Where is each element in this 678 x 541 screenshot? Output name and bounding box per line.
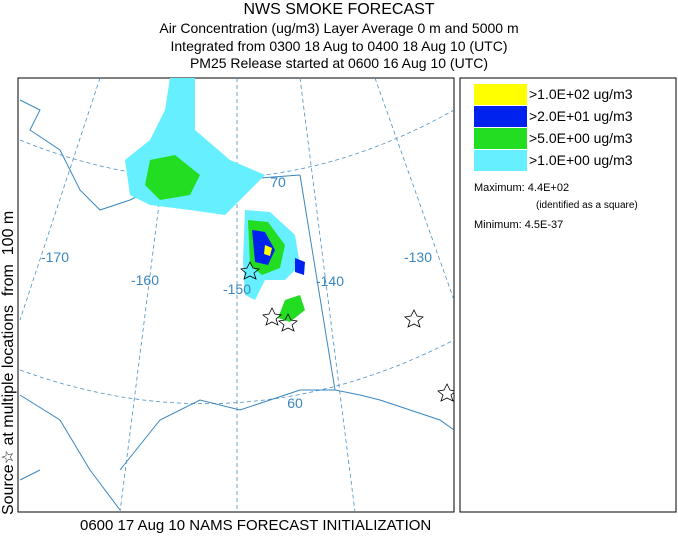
minimum: Minimum: 4.5E-37 xyxy=(474,219,563,231)
longitude-label: -150 xyxy=(223,281,251,297)
latitude-line xyxy=(19,109,454,405)
subtitle: Integrated from 0300 18 Aug to 0400 18 A… xyxy=(171,38,508,54)
source-star xyxy=(240,261,454,402)
longitude-label: -140 xyxy=(316,273,344,289)
side-label: Source☆ at multiple locations from 100 m xyxy=(0,211,17,515)
longitude-label: -160 xyxy=(131,272,159,288)
longitude-line xyxy=(19,78,454,512)
footer: 0600 17 Aug 10 NAMS FORECAST INITIALIZAT… xyxy=(80,517,431,534)
legend-swatch xyxy=(474,84,527,105)
legend: Maximum: 4.4E+02 (identified as a square… xyxy=(459,77,677,513)
map: -170 -160 -150 -140 -130 70 60 xyxy=(17,77,455,513)
subtitle: PM25 Release started at 0600 16 Aug 10 (… xyxy=(190,55,488,71)
latitude-label: 60 xyxy=(287,395,303,411)
plume xyxy=(252,230,275,265)
legend-label: >1.0E+02 ug/m3 xyxy=(529,86,633,102)
title: NWS SMOKE FORECAST xyxy=(243,1,434,18)
plume xyxy=(264,245,272,256)
maximum: Maximum: 4.4E+02 xyxy=(474,182,569,194)
plume xyxy=(145,155,200,200)
longitude-label: -130 xyxy=(404,249,432,265)
plume xyxy=(278,295,305,322)
subtitle: Air Concentration (ug/m3) Layer Average … xyxy=(159,20,518,36)
coastline xyxy=(19,99,454,511)
legend-swatch xyxy=(474,150,527,171)
legend-label: >1.0E+00 ug/m3 xyxy=(529,152,633,168)
maximum-note: (identified as a square) xyxy=(536,200,638,211)
longitude-label: -170 xyxy=(41,249,69,265)
legend-swatch xyxy=(474,128,527,149)
legend-label: >5.0E+00 ug/m3 xyxy=(529,130,633,146)
legend-swatch xyxy=(474,106,527,127)
legend-label: >2.0E+01 ug/m3 xyxy=(529,108,633,124)
latitude-label: 70 xyxy=(270,174,286,190)
map-frame xyxy=(17,77,455,513)
plume xyxy=(295,258,305,275)
